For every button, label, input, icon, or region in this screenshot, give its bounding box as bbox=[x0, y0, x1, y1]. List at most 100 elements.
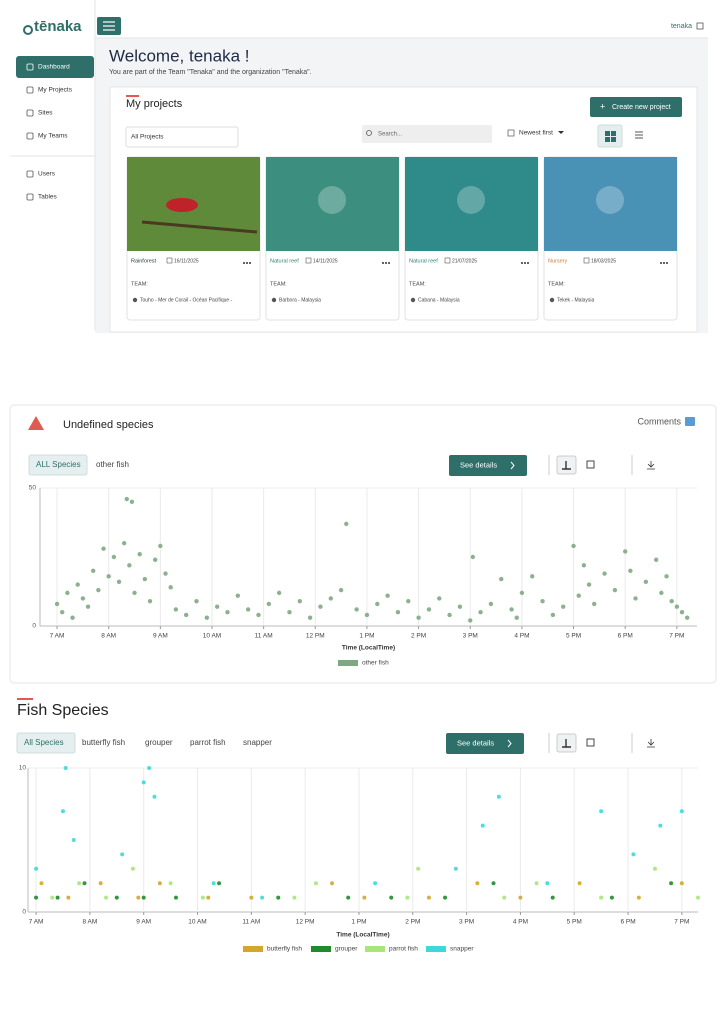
team-label: TEAM: bbox=[548, 281, 565, 287]
legend-label[interactable]: parrot fish bbox=[389, 946, 418, 953]
project-date: 18/03/2025 bbox=[591, 258, 616, 264]
project-category: Rainforest bbox=[131, 258, 157, 264]
see-details-label[interactable]: See details bbox=[460, 460, 497, 469]
x-tick-label: 6 PM bbox=[620, 919, 635, 926]
more-dot bbox=[246, 262, 248, 264]
x-tick-label: 3 PM bbox=[459, 919, 474, 926]
data-point bbox=[669, 881, 674, 886]
sort-select[interactable]: Newest first bbox=[519, 130, 553, 137]
species-filter[interactable]: butterfly fish bbox=[82, 738, 125, 747]
data-point bbox=[276, 590, 282, 596]
species-filter[interactable]: grouper bbox=[145, 738, 173, 747]
calendar-icon bbox=[444, 257, 451, 264]
data-point bbox=[581, 563, 587, 568]
data-point bbox=[330, 881, 335, 886]
data-point bbox=[82, 881, 87, 886]
image-bird bbox=[166, 198, 198, 212]
legend-label[interactable]: butterfly fish bbox=[267, 946, 302, 953]
filter-active[interactable] bbox=[16, 732, 76, 754]
nav-item[interactable]: My Teams bbox=[38, 133, 68, 140]
image-detail bbox=[318, 186, 346, 214]
project-category: Nursery bbox=[548, 258, 568, 264]
species-filter[interactable]: parrot fish bbox=[190, 738, 226, 747]
table-view-icon[interactable] bbox=[586, 738, 595, 747]
search-placeholder[interactable]: Search... bbox=[378, 132, 402, 138]
data-point bbox=[114, 895, 119, 900]
nav-item[interactable]: My Projects bbox=[38, 87, 73, 94]
legend-swatch bbox=[426, 946, 446, 952]
data-point bbox=[132, 590, 137, 596]
legend-swatch bbox=[311, 946, 331, 952]
nav-active[interactable] bbox=[16, 56, 94, 78]
data-point bbox=[77, 881, 82, 886]
plus-icon: + bbox=[600, 101, 605, 111]
x-tick-label: 11 AM bbox=[255, 633, 273, 640]
data-point bbox=[54, 601, 60, 607]
x-tick-label: 6 PM bbox=[618, 633, 633, 640]
create-button[interactable] bbox=[590, 97, 682, 117]
data-point bbox=[60, 610, 65, 615]
x-tick-label: 2 PM bbox=[411, 633, 426, 640]
user-name[interactable]: tenaka bbox=[671, 23, 692, 30]
logout-icon[interactable] bbox=[696, 22, 704, 30]
data-point bbox=[65, 590, 70, 596]
grid-icon-cell bbox=[605, 131, 610, 136]
data-point bbox=[120, 852, 125, 857]
data-point bbox=[168, 585, 173, 590]
create-button-label[interactable]: Create new project bbox=[612, 104, 671, 111]
chart-panel-title: Undefined species bbox=[63, 419, 154, 431]
data-point bbox=[468, 618, 473, 623]
see-details-button[interactable] bbox=[449, 455, 527, 476]
more-dot bbox=[388, 262, 390, 264]
data-point bbox=[214, 604, 220, 609]
data-point bbox=[628, 568, 633, 573]
species-filter[interactable]: other fish bbox=[96, 460, 129, 469]
comments-icon[interactable] bbox=[685, 417, 695, 426]
see-details-label[interactable]: See details bbox=[457, 738, 494, 747]
table-view-icon[interactable] bbox=[586, 460, 595, 469]
data-point bbox=[519, 590, 525, 596]
legend-label[interactable]: other fish bbox=[362, 660, 389, 667]
comments-button[interactable]: Comments bbox=[637, 416, 681, 426]
nav-item[interactable]: Users bbox=[38, 171, 56, 178]
download-icon[interactable] bbox=[647, 461, 655, 470]
project-filter[interactable] bbox=[125, 126, 239, 148]
data-point bbox=[679, 610, 685, 615]
data-point bbox=[85, 604, 91, 609]
nav-item[interactable]: Tables bbox=[38, 194, 58, 201]
legend-label[interactable]: grouper bbox=[335, 946, 358, 953]
data-point bbox=[204, 615, 210, 620]
y-tick-label: 0 bbox=[32, 623, 36, 630]
project-filter-label[interactable]: All Projects bbox=[131, 134, 164, 141]
nav-icon bbox=[26, 170, 34, 178]
data-point bbox=[669, 598, 674, 604]
legend-label[interactable]: snapper bbox=[450, 946, 474, 953]
grid-icon-cell bbox=[611, 131, 616, 136]
data-point bbox=[168, 881, 173, 886]
more-dot bbox=[249, 262, 251, 264]
data-point bbox=[599, 895, 604, 900]
data-point bbox=[173, 895, 178, 900]
data-point bbox=[499, 576, 504, 582]
species-filter[interactable]: ALL Species bbox=[36, 460, 81, 469]
location-pin bbox=[410, 297, 416, 303]
welcome-title: Welcome, tenaka ! bbox=[109, 46, 249, 65]
nav-icon bbox=[26, 193, 34, 201]
nav-item[interactable]: Dashboard bbox=[38, 64, 70, 71]
team-label: TEAM: bbox=[270, 281, 287, 287]
data-point bbox=[443, 895, 448, 900]
see-details-button[interactable] bbox=[446, 733, 524, 754]
nav-icon bbox=[26, 109, 34, 117]
data-point bbox=[96, 587, 101, 593]
filter-active[interactable] bbox=[28, 454, 88, 476]
download-icon[interactable] bbox=[647, 739, 655, 748]
search-box[interactable] bbox=[362, 125, 492, 143]
data-point bbox=[478, 610, 483, 615]
nav-item[interactable]: Sites bbox=[38, 110, 53, 117]
data-point bbox=[540, 598, 545, 604]
calendar-icon bbox=[166, 257, 173, 264]
x-tick-label: 4 PM bbox=[514, 633, 529, 640]
species-filter[interactable]: All Species bbox=[24, 738, 64, 747]
species-filter[interactable]: snapper bbox=[243, 738, 272, 747]
calendar-icon bbox=[583, 257, 590, 264]
